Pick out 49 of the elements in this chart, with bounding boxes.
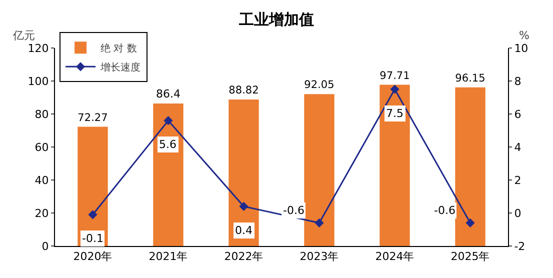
y2-tick-label: 6 [514, 108, 522, 121]
point [88, 210, 98, 220]
data-label: 88.82 [228, 84, 259, 97]
y-tick-label: 40 [34, 174, 49, 187]
data-label: -0.1 [82, 232, 104, 245]
y2-tick-label: 0 [514, 206, 522, 220]
x-tick-label: 2025年 [450, 250, 490, 264]
y-tick-label: 80 [34, 108, 49, 121]
x-tick-label: 2021年 [148, 250, 188, 264]
data-label: 7.5 [386, 107, 404, 120]
data-label: 72.27 [78, 112, 108, 124]
y-axis-title: 亿元 [12, 29, 35, 42]
x-tick-label: 2024年 [375, 250, 414, 264]
y2-tick-label: 2 [514, 174, 522, 187]
bar [153, 103, 184, 246]
y2-tick-label: 8 [514, 74, 522, 88]
data-label: -0.6 [283, 204, 304, 217]
x-tick-label: 2020年 [73, 250, 112, 264]
x-tick-label: 2022年 [224, 250, 264, 264]
data-label: 97.71 [380, 70, 410, 82]
point [164, 116, 173, 126]
legend-label: 增长速度 [100, 62, 141, 74]
y2-tick-label: 10 [514, 42, 528, 55]
point [239, 202, 248, 211]
chart-title: 工业增加值 [238, 10, 314, 28]
bar [228, 99, 259, 246]
y-tick-label: 0 [42, 240, 49, 253]
y-tick-label: 60 [34, 140, 49, 154]
data-label: -0.6 [434, 204, 456, 217]
data-label: 92.05 [304, 79, 334, 92]
legend-label: 绝 对 数 [100, 42, 137, 55]
bar [78, 126, 108, 246]
data-label: 0.4 [235, 224, 252, 237]
y2-tick-label: -2 [514, 240, 526, 253]
point [314, 218, 324, 228]
x-tick-label: 2023年 [300, 250, 339, 264]
data-label: 96.15 [455, 72, 486, 84]
y2-tick-label: 4 [514, 140, 522, 154]
y-tick-label: 20 [34, 206, 49, 220]
point [466, 218, 475, 228]
bar [455, 87, 486, 246]
y-tick-label: 120 [28, 42, 49, 55]
bar [380, 84, 410, 246]
data-label: 5.6 [159, 138, 176, 151]
y2-axis-title: % [519, 29, 530, 42]
point [390, 84, 400, 94]
bar [304, 94, 334, 246]
data-label: 86.4 [156, 87, 180, 100]
y-tick-label: 100 [28, 74, 49, 88]
